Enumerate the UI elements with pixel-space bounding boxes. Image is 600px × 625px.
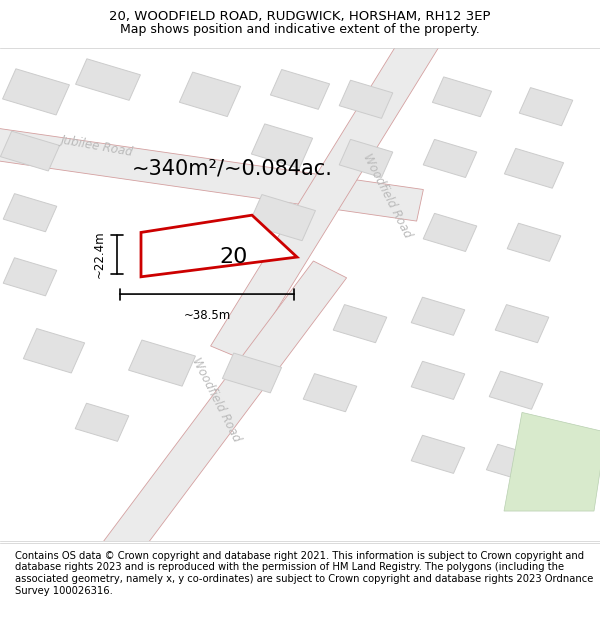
Text: ~38.5m: ~38.5m	[184, 309, 230, 322]
Polygon shape	[211, 16, 449, 361]
Polygon shape	[505, 148, 563, 188]
Polygon shape	[3, 258, 57, 296]
Text: ~340m²/~0.084ac.: ~340m²/~0.084ac.	[132, 158, 333, 178]
Polygon shape	[248, 194, 316, 241]
Text: Contains OS data © Crown copyright and database right 2021. This information is : Contains OS data © Crown copyright and d…	[15, 551, 593, 596]
Polygon shape	[411, 297, 465, 336]
Text: ~22.4m: ~22.4m	[93, 231, 106, 278]
Polygon shape	[0, 121, 424, 221]
Text: Map shows position and indicative extent of the property.: Map shows position and indicative extent…	[120, 22, 480, 36]
Polygon shape	[179, 72, 241, 117]
Polygon shape	[504, 412, 600, 511]
Polygon shape	[2, 69, 70, 115]
Polygon shape	[76, 59, 140, 100]
Polygon shape	[433, 77, 491, 117]
Text: Woodfield Road: Woodfield Road	[189, 356, 243, 444]
Polygon shape	[507, 223, 561, 261]
Polygon shape	[303, 374, 357, 412]
Polygon shape	[339, 139, 393, 177]
Text: Jubilee Road: Jubilee Road	[60, 133, 134, 159]
Polygon shape	[411, 435, 465, 473]
Polygon shape	[251, 124, 313, 168]
Polygon shape	[271, 69, 329, 109]
Polygon shape	[23, 329, 85, 373]
Polygon shape	[128, 340, 196, 386]
Text: Woodfield Road: Woodfield Road	[360, 151, 414, 240]
Polygon shape	[1, 131, 59, 171]
Text: 20, WOODFIELD ROAD, RUDGWICK, HORSHAM, RH12 3EP: 20, WOODFIELD ROAD, RUDGWICK, HORSHAM, R…	[109, 11, 491, 24]
Polygon shape	[495, 304, 549, 343]
Polygon shape	[423, 213, 477, 251]
Polygon shape	[411, 361, 465, 399]
Polygon shape	[3, 194, 57, 232]
Polygon shape	[141, 215, 297, 277]
Polygon shape	[333, 304, 387, 343]
Polygon shape	[423, 139, 477, 177]
Text: 20: 20	[220, 247, 248, 267]
Polygon shape	[519, 88, 573, 126]
Polygon shape	[489, 371, 543, 409]
Polygon shape	[75, 403, 129, 441]
Polygon shape	[339, 80, 393, 118]
Polygon shape	[73, 261, 347, 598]
Polygon shape	[223, 353, 281, 393]
Polygon shape	[487, 444, 545, 484]
